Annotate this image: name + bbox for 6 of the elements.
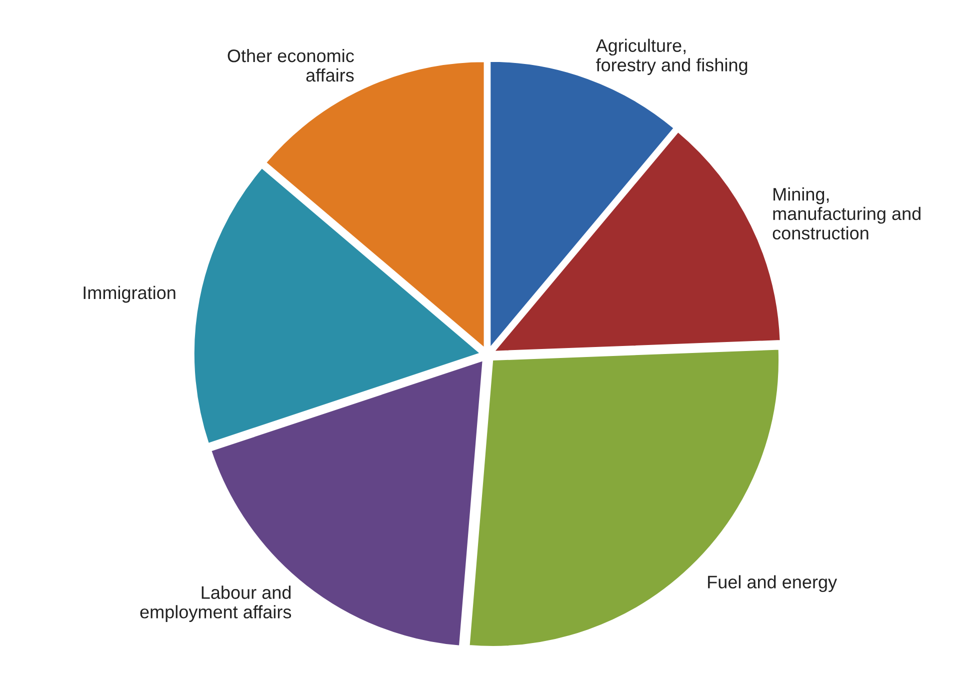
slice-label: Mining, manufacturing and construction (772, 187, 920, 240)
slice-label: Agriculture, forestry and fishing (596, 38, 748, 76)
slice-label: Fuel and energy (708, 575, 838, 592)
slice-label: Immigration (84, 286, 176, 303)
slice-label: Other economic affairs (228, 48, 354, 82)
slice-label: Labour and employment affairs (140, 586, 292, 622)
